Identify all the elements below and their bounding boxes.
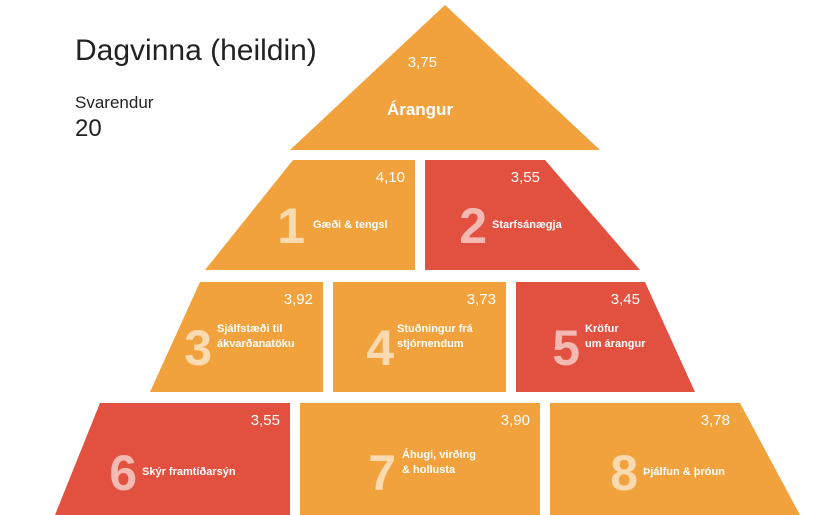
block bbox=[516, 282, 695, 392]
block bbox=[150, 282, 323, 392]
score: 3,45 bbox=[611, 291, 640, 308]
block-label: um árangur bbox=[585, 338, 646, 350]
block-label: Skýr framtíðarsýn bbox=[142, 466, 236, 478]
block-label: Stuðningur frá bbox=[397, 323, 474, 335]
block-label: Áhugi, virðing bbox=[402, 448, 476, 461]
block-number: 2 bbox=[459, 198, 487, 254]
block bbox=[550, 403, 800, 515]
block-label: stjórnendum bbox=[397, 338, 464, 350]
score: 4,10 bbox=[376, 169, 405, 186]
respondents: 20 bbox=[75, 115, 102, 142]
score: 3,75 bbox=[408, 54, 437, 71]
block-label: Sjálfstæði til bbox=[217, 323, 282, 335]
block-label: Þjálfun & þróun bbox=[643, 466, 725, 478]
score: 3,55 bbox=[251, 412, 280, 429]
block bbox=[333, 282, 506, 392]
block-label: Starfsánægja bbox=[492, 219, 563, 231]
score: 3,92 bbox=[284, 291, 313, 308]
block bbox=[425, 160, 640, 270]
top-block bbox=[290, 5, 600, 150]
respondents-label: Svarendur bbox=[75, 93, 154, 112]
block-label: Gæði & tengsl bbox=[313, 219, 388, 231]
block-number: 1 bbox=[277, 198, 305, 254]
block-number: 5 bbox=[552, 320, 580, 376]
block-number: 4 bbox=[366, 320, 394, 376]
block bbox=[300, 403, 540, 515]
score: 3,55 bbox=[511, 169, 540, 186]
score: 3,73 bbox=[467, 291, 496, 308]
block-number: 8 bbox=[610, 445, 638, 501]
score: 3,90 bbox=[501, 412, 530, 429]
block-label: & hollusta bbox=[402, 464, 456, 476]
block-label: ákvarðanatöku bbox=[217, 338, 295, 350]
score: 3,78 bbox=[701, 412, 730, 429]
block-number: 3 bbox=[184, 320, 212, 376]
block-number: 6 bbox=[109, 445, 137, 501]
block bbox=[205, 160, 415, 270]
title: Dagvinna (heildin) bbox=[75, 34, 317, 67]
block-number: 7 bbox=[368, 445, 396, 501]
top-label: Árangur bbox=[387, 100, 454, 119]
block bbox=[55, 403, 290, 515]
block-label: Kröfur bbox=[585, 323, 619, 335]
